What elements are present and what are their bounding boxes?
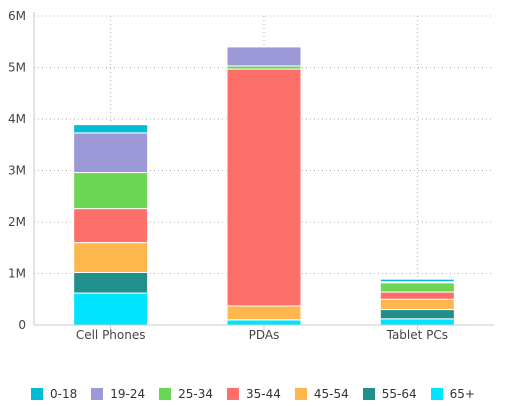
bar-segment-0-18[interactable] <box>379 278 455 283</box>
bar-segment-0-18[interactable] <box>73 124 149 134</box>
y-tick-label: 6M <box>8 9 26 23</box>
bar-segment-65+[interactable] <box>73 292 149 326</box>
y-tick-label: 4M <box>8 112 26 126</box>
bar-segment-25-34[interactable] <box>379 282 455 293</box>
legend-item[interactable]: 65+ <box>430 387 475 401</box>
y-axis: 0 1M 2M 3M 4M 5M 6M <box>8 9 35 332</box>
bar-segment-55-64[interactable] <box>73 271 149 294</box>
legend-item[interactable]: 0-18 <box>31 387 77 401</box>
y-tick-label: 2M <box>8 215 26 229</box>
y-tick-label: 0 <box>18 318 26 332</box>
bar-segment-45-54[interactable] <box>73 242 149 273</box>
bar-segment-19-24[interactable] <box>73 132 149 174</box>
stacked-bar-chart: 0 1M 2M 3M 4M 5M 6M Cell Phones PDAs Tablet PCs <box>8 9 494 342</box>
legend-swatch <box>31 388 44 400</box>
bars <box>73 46 455 326</box>
bar-segment-55-64[interactable] <box>379 309 455 320</box>
x-tick-label: Tablet PCs <box>386 328 448 342</box>
bar-segment-65+[interactable] <box>226 319 302 326</box>
legend-swatch <box>227 388 240 400</box>
legend-item[interactable]: 55-64 <box>362 387 417 401</box>
bar-segment-19-24[interactable] <box>226 46 302 67</box>
legend-item[interactable]: 25-34 <box>159 387 213 401</box>
legend-swatch <box>430 388 443 400</box>
legend-label: 35-44 <box>246 387 281 401</box>
bar-segment-35-44[interactable] <box>73 208 149 244</box>
legend-swatch <box>294 388 307 400</box>
legend-label: 25-34 <box>178 387 214 401</box>
legend-item[interactable]: 45-54 <box>294 387 349 401</box>
legend-swatch <box>159 388 172 400</box>
x-tick-label: PDAs <box>249 328 280 342</box>
legend-label: 19-24 <box>110 387 146 401</box>
legend: 0-18 19-24 25-34 35-44 45-54 55-64 65+ <box>0 384 506 404</box>
bar-segment-35-44[interactable] <box>226 68 302 307</box>
x-tick-label: Cell Phones <box>76 328 146 342</box>
legend-label: 65+ <box>449 387 475 401</box>
x-axis: Cell Phones PDAs Tablet PCs <box>34 324 494 342</box>
y-tick-label: 1M <box>8 267 26 281</box>
bar-segment-45-54[interactable] <box>379 298 455 311</box>
bar-segment-65+[interactable] <box>379 318 455 326</box>
legend-label: 45-54 <box>313 387 349 401</box>
legend-item[interactable]: 35-44 <box>227 387 281 401</box>
legend-swatch <box>91 388 104 400</box>
legend-swatch <box>362 388 375 400</box>
bar-segment-35-44[interactable] <box>379 291 455 300</box>
y-tick-label: 3M <box>8 164 26 178</box>
bar-segment-45-54[interactable] <box>226 305 302 321</box>
bar-segment-25-34[interactable] <box>73 172 149 210</box>
y-tick-label: 5M <box>8 61 26 75</box>
legend-label: 55-64 <box>381 387 417 401</box>
legend-item[interactable]: 19-24 <box>91 387 145 401</box>
legend-label: 0-18 <box>50 387 78 401</box>
